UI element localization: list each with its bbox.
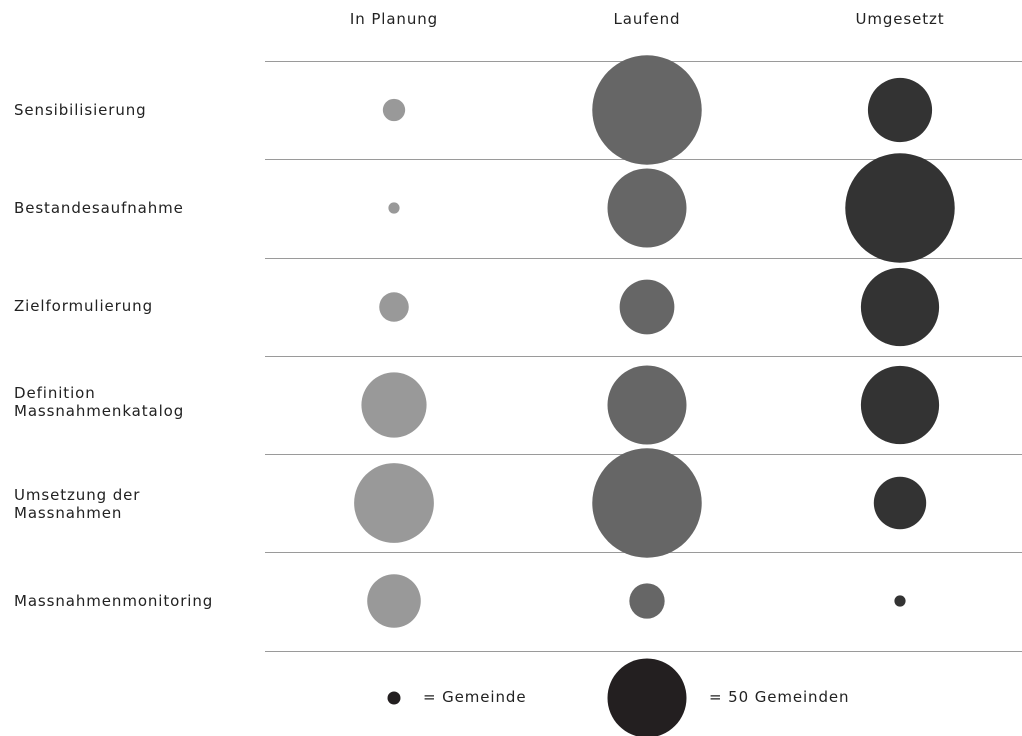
row-label-umsetzung-der-massnahmen: Umsetzung der Massnahmen: [14, 486, 141, 522]
legend-bubble-fifty: [607, 658, 687, 736]
bubble-massnahmenmonitoring-in-planung: [367, 574, 421, 628]
bubble-bestandesaufnahme-laufend: [607, 168, 687, 248]
bubble-zielformulierung-in-planung: [379, 292, 409, 322]
legend-label-single: = Gemeinde: [423, 688, 527, 706]
row-label-zielformulierung: Zielformulierung: [14, 297, 153, 315]
bubble-umsetzung-der-massnahmen-laufend: [592, 448, 702, 558]
row-label-massnahmenmonitoring: Massnahmenmonitoring: [14, 592, 214, 610]
bubble-definition-massnahmenkatalog-umgesetzt: [860, 365, 940, 445]
bubble-umsetzung-der-massnahmen-in-planung: [354, 463, 434, 543]
bubble-definition-massnahmenkatalog-laufend: [607, 365, 687, 445]
legend-bubble-single: [387, 691, 401, 705]
bubble-massnahmenmonitoring-umgesetzt: [894, 595, 906, 607]
row-label-sensibilisierung: Sensibilisierung: [14, 101, 147, 119]
bubble-definition-massnahmenkatalog-in-planung: [361, 372, 427, 438]
bubble-zielformulierung-laufend: [619, 279, 675, 335]
bubble-umsetzung-der-massnahmen-umgesetzt: [873, 476, 927, 530]
bubble-sensibilisierung-laufend: [592, 55, 702, 165]
column-header-umgesetzt: Umgesetzt: [855, 10, 945, 28]
column-header-in-planung: In Planung: [349, 10, 439, 28]
legend-label-fifty: = 50 Gemeinden: [709, 688, 850, 706]
bubble-massnahmenmonitoring-laufend: [629, 583, 665, 619]
bubble-zielformulierung-umgesetzt: [860, 267, 940, 347]
row-label-bestandesaufnahme: Bestandesaufnahme: [14, 199, 184, 217]
bubble-sensibilisierung-umgesetzt: [867, 77, 933, 143]
bubble-sensibilisierung-in-planung: [382, 98, 406, 122]
bubble-bestandesaufnahme-in-planung: [388, 202, 400, 214]
row-label-definition-massnahmenkatalog: Definition Massnahmenkatalog: [14, 384, 185, 420]
column-header-laufend: Laufend: [613, 10, 681, 28]
bubble-bestandesaufnahme-umgesetzt: [845, 153, 955, 263]
